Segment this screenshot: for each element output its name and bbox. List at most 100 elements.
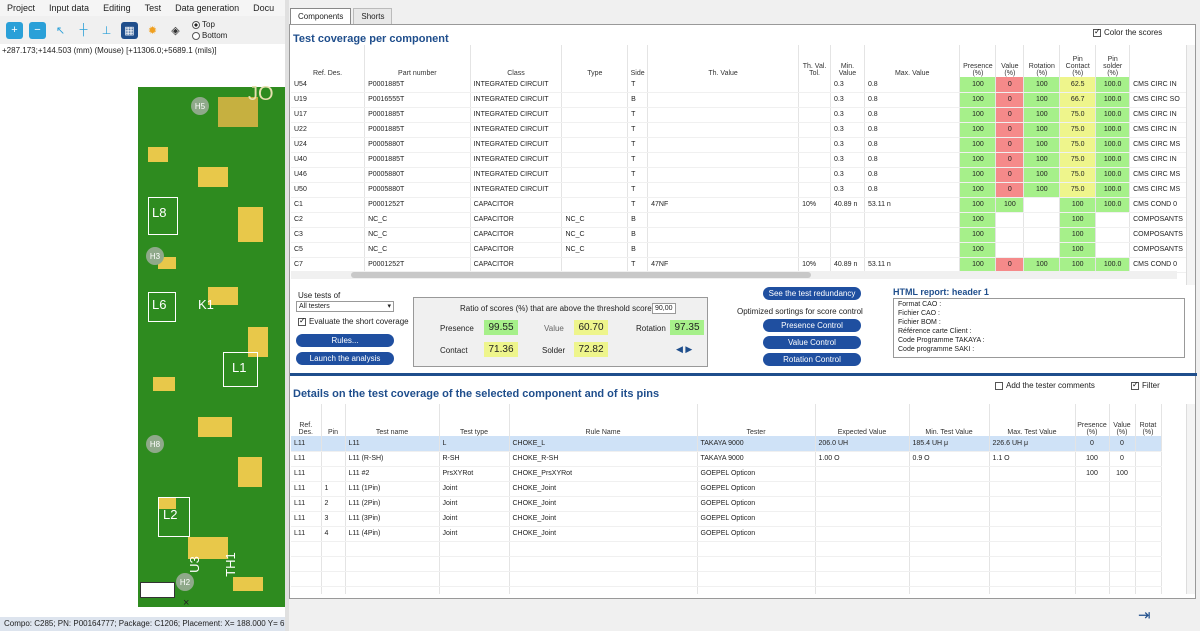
table-row[interactable]: U46 P0005880T INTEGRATED CIRCUIT T 0.3 0.8 100… — [291, 167, 1187, 183]
table-cell: 100 — [959, 227, 997, 243]
mount-hole-h5[interactable]: H5 — [191, 97, 209, 115]
table-row[interactable]: L11 1 L11 (1Pin) Joint CHOKE_Joint GOEPEL Opt… — [291, 481, 1162, 497]
presence-control-button[interactable]: Presence Control — [763, 319, 861, 332]
table-row[interactable]: U40 P0001885T INTEGRATED CIRCUIT T 0.3 0.8 100… — [291, 152, 1187, 168]
table-cell: INTEGRATED CIRCUIT — [470, 122, 563, 138]
table-row[interactable]: C1 P0001252T CAPACITOR T 47NF 10% 40.89 n 53.11… — [291, 197, 1187, 213]
crosshair-icon[interactable]: ┼ — [79, 24, 88, 36]
coverage-col-header[interactable]: Th. Value — [647, 45, 800, 77]
table-cell — [647, 227, 800, 243]
exit-icon[interactable]: ⇥ — [1138, 607, 1151, 624]
menu-test[interactable]: Test — [144, 3, 162, 13]
coverage-col-header[interactable]: Ref. Des. — [291, 45, 366, 77]
details-col-header[interactable]: Tester — [697, 404, 816, 436]
add-icon[interactable]: + — [6, 21, 23, 39]
launch-analysis-button[interactable]: Launch the analysis — [296, 352, 394, 365]
table-row[interactable]: U19 P0016555T INTEGRATED CIRCUIT B 0.3 0.8 100… — [291, 92, 1187, 108]
table-row[interactable]: C7 P0001252T CAPACITOR T 47NF 10% 40.89 n 53.11… — [291, 257, 1187, 273]
details-col-header[interactable]: Rule Name — [509, 404, 698, 436]
details-col-header[interactable]: Value (%) — [1109, 404, 1136, 436]
table-row[interactable]: L11 3 L11 (3Pin) Joint CHOKE_Joint GOEPEL Opt… — [291, 511, 1162, 527]
coverage-table[interactable]: Ref. Des. Part number Class Type Side Th. Val… — [291, 45, 1187, 295]
color-scores-checkbox[interactable]: Color the scores — [1093, 27, 1162, 37]
menu-project[interactable]: Project — [7, 3, 36, 13]
test-redundancy-button[interactable]: See the test redundancy — [763, 287, 861, 300]
remove-icon[interactable]: − — [29, 21, 46, 39]
details-col-header[interactable]: Pin — [321, 404, 346, 436]
details-col-header[interactable]: Presence (%) — [1075, 404, 1110, 436]
radio-bottom[interactable]: Bottom — [192, 30, 227, 41]
rules-button[interactable]: Rules... — [296, 334, 394, 347]
table-row[interactable]: C3 NC_C CAPACITOR NC_C B 100 100 COMPOSANTS — [291, 227, 1187, 243]
details-col-header[interactable]: Test type — [439, 404, 510, 436]
mount-hole-h3[interactable]: H3 — [146, 247, 164, 265]
table-row[interactable]: C2 NC_C CAPACITOR NC_C B 100 100 COMPOSANTS — [291, 212, 1187, 228]
coverage-col-header[interactable] — [1129, 45, 1187, 77]
coverage-col-header[interactable]: Type — [561, 45, 629, 77]
tab-shorts[interactable]: Shorts — [353, 8, 393, 24]
table-row[interactable]: U50 P0005880T INTEGRATED CIRCUIT T 0.3 0.8 100… — [291, 182, 1187, 198]
section-divider[interactable] — [290, 373, 1197, 376]
tab-components[interactable]: Components — [290, 8, 352, 24]
table-row[interactable]: U24 P0005880T INTEGRATED CIRCUIT T 0.3 0.8 100… — [291, 137, 1187, 153]
table-cell: 1.1 O — [989, 451, 1076, 467]
coverage-col-header[interactable]: Rotation (%) — [1023, 45, 1061, 77]
html-report-text[interactable]: Format CAO : Fichier CAO : Fichier BOM : Ré… — [893, 298, 1185, 358]
details-col-header[interactable]: Ref. Des. — [291, 404, 322, 436]
coverage-col-header[interactable]: Max. Value — [864, 45, 961, 77]
coverage-col-header[interactable]: Pin solder (%) — [1095, 45, 1131, 77]
evaluate-short-checkbox[interactable]: Evaluate the short coverage — [298, 316, 409, 326]
label-l1: L1 — [232, 360, 247, 375]
layers-icon[interactable]: ◈ — [171, 24, 180, 37]
details-col-header[interactable]: Min. Test Value — [909, 404, 990, 436]
details-col-header[interactable]: Test name — [345, 404, 440, 436]
coverage-hscroll[interactable] — [291, 271, 1177, 279]
details-col-header[interactable]: Expected Value — [815, 404, 910, 436]
table-row[interactable]: C5 NC_C CAPACITOR NC_C B 100 100 COMPOSANTS — [291, 242, 1187, 258]
table-cell — [1095, 242, 1131, 258]
threshold-input[interactable]: 90,00 — [652, 303, 676, 314]
rotation-control-button[interactable]: Rotation Control — [763, 353, 861, 366]
add-comments-checkbox[interactable]: Add the tester comments — [995, 381, 1095, 390]
grid-icon[interactable]: ▦ — [121, 21, 138, 39]
coverage-col-header[interactable]: Pin Contact (%) — [1059, 45, 1097, 77]
move-icon[interactable]: ⊥ — [101, 24, 112, 37]
details-table[interactable]: Ref. Des. Pin Test name Test type Rule Name T… — [291, 404, 1187, 594]
coverage-col-header[interactable]: Th. Val. Tol. — [798, 45, 831, 77]
menu-input-data[interactable]: Input data — [49, 3, 90, 13]
pcb-board[interactable]: H5 JO L8 H3 L6 K1 L1 H8 L2 U3 TH1 H2 — [138, 83, 285, 607]
coverage-col-header[interactable]: Min. Value — [830, 45, 865, 77]
report-line: Fichier CAO : — [898, 310, 941, 317]
table-row[interactable]: U17 P0001885T INTEGRATED CIRCUIT T 0.3 0.8 100… — [291, 107, 1187, 123]
mount-hole-h8[interactable]: H8 — [146, 435, 164, 453]
table-row[interactable]: L11 L11 (R-SH) R-SH CHOKE_R-SH TAKAYA 9000 1.… — [291, 451, 1162, 467]
tester-select[interactable]: All testers ▾ — [296, 301, 394, 312]
coverage-col-header[interactable]: Presence (%) — [959, 45, 997, 77]
filter-checkbox[interactable]: Filter — [1131, 380, 1160, 390]
coverage-col-header[interactable]: Value (%) — [995, 45, 1025, 77]
details-col-header[interactable]: Max. Test Value — [989, 404, 1076, 436]
table-row[interactable]: L11 L11 L CHOKE_L TAKAYA 9000 206.0 UH 185.4 U… — [291, 436, 1162, 452]
details-col-header[interactable]: Rotat (%) — [1135, 404, 1162, 436]
table-row[interactable]: U54 P0001885T INTEGRATED CIRCUIT T 0.3 0.8 100… — [291, 77, 1187, 93]
menu-data-generation[interactable]: Data generation — [175, 3, 240, 13]
table-row[interactable]: U22 P0001885T INTEGRATED CIRCUIT T 0.3 0.8 100… — [291, 122, 1187, 138]
arrow-icon[interactable]: ↖ — [55, 24, 66, 37]
table-row[interactable]: L11 2 L11 (2Pin) Joint CHOKE_Joint GOEPEL Opt… — [291, 496, 1162, 512]
splitter[interactable] — [285, 0, 289, 631]
coverage-vscroll[interactable] — [1186, 45, 1195, 285]
coverage-col-header[interactable]: Part number — [364, 45, 471, 77]
coverage-col-header[interactable]: Side — [627, 45, 649, 77]
table-row[interactable]: L11 4 L11 (4Pin) Joint CHOKE_Joint GOEPEL Opt… — [291, 526, 1162, 542]
mount-hole-h2[interactable]: H2 — [176, 573, 194, 591]
value-control-button[interactable]: Value Control — [763, 336, 861, 349]
table-row[interactable]: L11 L11 #2 PrsXYRot CHOKE_PrsXYRot GOEPEL Op… — [291, 466, 1162, 482]
radio-top[interactable]: Top — [192, 19, 227, 30]
menu-documents[interactable]: Docu — [253, 3, 275, 13]
coverage-col-header[interactable]: Class — [470, 45, 563, 77]
light-icon[interactable]: ✹ — [147, 24, 158, 37]
prev-next-icon[interactable]: ◀ ▶ — [676, 344, 693, 354]
details-vscroll[interactable] — [1186, 404, 1195, 594]
menu-editing[interactable]: Editing — [103, 3, 131, 13]
pcb-view[interactable]: H5 JO L8 H3 L6 K1 L1 H8 L2 U3 TH1 H2 × — [0, 57, 285, 617]
